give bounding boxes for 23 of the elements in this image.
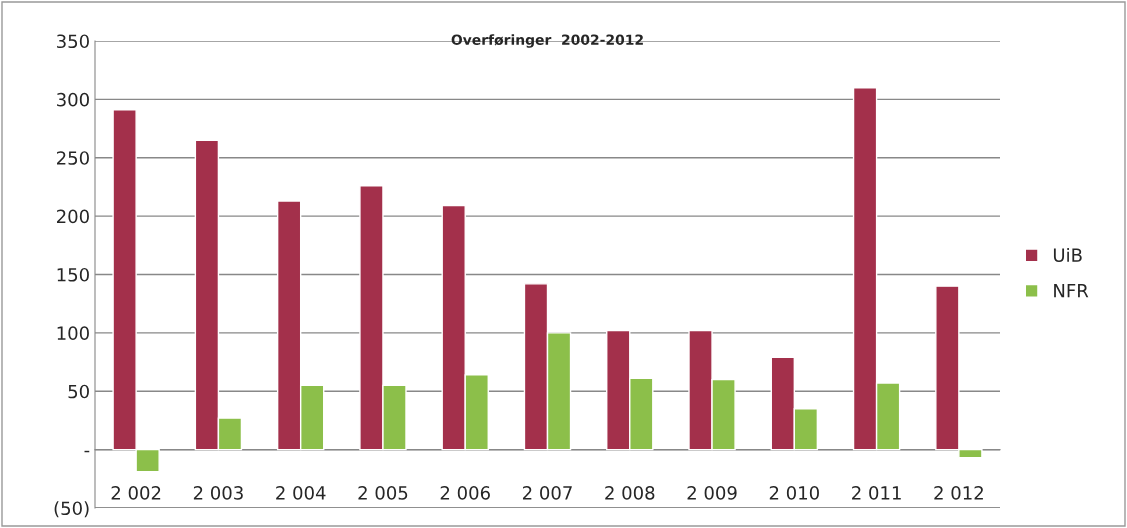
y-tick-label: 150 — [57, 267, 89, 282]
y-tick-label: 100 — [57, 326, 89, 340]
x-tick-label: 2 008 — [605, 486, 655, 500]
x-tick-label: 2 011 — [852, 486, 901, 500]
legend-label: UiB — [1053, 248, 1082, 262]
chart-title: Overføringer 2002-2012 — [451, 34, 643, 48]
x-tick-label: 2 010 — [769, 486, 819, 500]
x-tick-label: 2 004 — [276, 486, 326, 500]
y-tick-label: 350 — [57, 34, 89, 49]
x-tick-label: 2 003 — [193, 486, 243, 500]
y-tick-label: 50 — [68, 384, 89, 399]
x-tick-label: 2 007 — [522, 486, 572, 500]
x-tick-label: 2 009 — [687, 486, 737, 500]
y-tick-label: (50) — [54, 501, 89, 518]
x-tick-label: 2 012 — [934, 486, 983, 500]
x-tick-label: 2 005 — [358, 486, 408, 500]
y-tick-label: - — [84, 450, 90, 453]
y-tick-label: 250 — [57, 151, 89, 165]
x-tick-label: 2 006 — [440, 486, 490, 500]
y-tick-label: 300 — [57, 92, 89, 107]
legend-label: NFR — [1054, 284, 1089, 298]
x-tick-label: 2 002 — [111, 486, 161, 500]
y-tick-label: 200 — [57, 209, 89, 224]
